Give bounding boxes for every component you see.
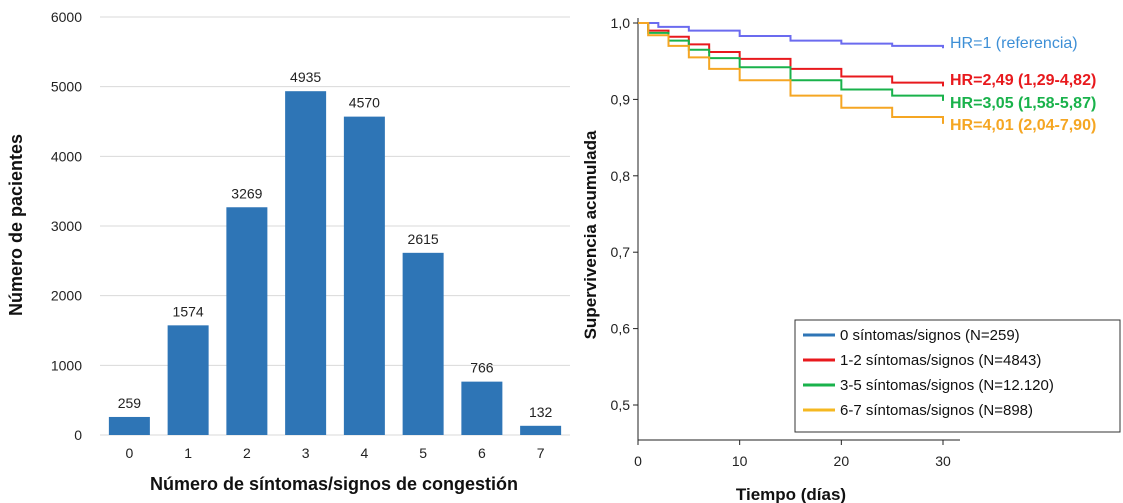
- bar-chart-patients-by-congestion-signs: 0 1000 2000 3000 4000 5000 6000 0 1 2 3 4 5 6 7 259 15…: [6, 9, 570, 494]
- bar-chart-y-tick-labels: 0 1000 2000 3000 4000 5000 6000: [51, 9, 82, 443]
- bar-chart-x-tick: 0: [125, 445, 133, 461]
- bar-0: [108, 416, 150, 435]
- bar-chart-y-tick: 2000: [51, 288, 82, 304]
- survival-chart-x-axis-title: Tiempo (días): [736, 485, 846, 503]
- hr-annotation-0: HR=1 (referencia): [950, 35, 1078, 52]
- legend-box: [794, 319, 1121, 433]
- bar-chart-x-tick: 1: [184, 445, 192, 461]
- bar-2: [226, 207, 268, 435]
- bar-chart-x-tick: 6: [478, 445, 486, 461]
- bar-value-label: 3269: [231, 185, 262, 201]
- bar-value-label: 2615: [408, 231, 439, 247]
- survival-y-tick: 0,8: [611, 168, 631, 184]
- hr-annotation-2: HR=3,05 (1,58-5,87): [950, 95, 1096, 112]
- survival-chart-legend: 0 síntomas/signos (N=259) 1-2 síntomas/si…: [794, 319, 1121, 433]
- survival-x-tick: 30: [935, 453, 951, 469]
- survival-chart-curves: [638, 22, 944, 124]
- survival-x-tick: 10: [732, 453, 748, 469]
- bar-4: [343, 116, 385, 435]
- bar-chart-y-tick: 3000: [51, 218, 82, 234]
- legend-label: 3-5 síntomas/signos (N=12.120): [840, 377, 1054, 394]
- bar-chart-y-tick: 0: [74, 427, 82, 443]
- bar-chart-x-tick-labels: 0 1 2 3 4 5 6 7: [125, 445, 544, 461]
- survival-chart-y-tick-labels: 0,5 0,6 0,7 0,8 0,9 1,0: [611, 15, 631, 413]
- bar-chart-x-tick: 5: [419, 445, 427, 461]
- bar-6: [461, 381, 503, 435]
- bar-value-label: 259: [118, 395, 142, 411]
- survival-chart-axes: [633, 18, 960, 445]
- bar-chart-x-axis-title: Número de síntomas/signos de congestión: [150, 474, 518, 494]
- bar-1: [167, 325, 209, 435]
- survival-curve-1: [638, 22, 944, 87]
- bar-chart-y-axis-title: Número de pacientes: [6, 134, 26, 316]
- bar-7: [520, 425, 562, 435]
- bar-chart-y-tick: 5000: [51, 79, 82, 95]
- bar-value-label: 1574: [173, 303, 204, 319]
- survival-y-tick: 1,0: [611, 15, 631, 31]
- survival-x-tick: 0: [634, 453, 642, 469]
- bar-value-label: 132: [529, 404, 553, 420]
- survival-y-tick: 0,5: [611, 397, 631, 413]
- survival-curve-0: [638, 22, 944, 49]
- survival-y-tick: 0,9: [611, 91, 631, 107]
- bar-chart-value-labels: 259 1574 3269 4935 4570 2615 766 132: [118, 69, 553, 420]
- survival-chart-y-axis-title: Supervivencia acumulada: [581, 130, 600, 339]
- bar-3: [285, 91, 327, 435]
- bar-5: [402, 252, 444, 435]
- survival-chart-x-tick-labels: 0 10 20 30: [634, 453, 951, 469]
- survival-x-tick: 20: [834, 453, 850, 469]
- bar-value-label: 4935: [290, 69, 321, 85]
- survival-curve-3: [638, 22, 944, 124]
- bar-chart-y-tick: 4000: [51, 148, 82, 164]
- legend-label: 6-7 síntomas/signos (N=898): [840, 402, 1033, 419]
- survival-y-tick: 0,7: [611, 244, 631, 260]
- hr-annotation-1: HR=2,49 (1,29-4,82): [950, 72, 1096, 89]
- hr-annotation-3: HR=4,01 (2,04-7,90): [950, 117, 1096, 134]
- bar-value-label: 4570: [349, 95, 380, 111]
- survival-chart-hr-annotations: HR=1 (referencia) HR=2,49 (1,29-4,82) HR=3…: [950, 35, 1096, 134]
- bar-chart-y-tick: 6000: [51, 9, 82, 25]
- bar-value-label: 766: [470, 360, 494, 376]
- bar-chart-y-tick: 1000: [51, 357, 82, 373]
- bar-chart-x-tick: 7: [537, 445, 545, 461]
- survival-curve-2: [638, 22, 944, 101]
- legend-label: 1-2 síntomas/signos (N=4843): [840, 352, 1041, 369]
- bar-chart-x-tick: 3: [302, 445, 310, 461]
- bar-chart-x-tick: 2: [243, 445, 251, 461]
- legend-label: 0 síntomas/signos (N=259): [840, 327, 1020, 344]
- survival-y-tick: 0,6: [611, 321, 631, 337]
- bar-chart-x-tick: 4: [360, 445, 368, 461]
- bar-chart-bars: [108, 91, 562, 435]
